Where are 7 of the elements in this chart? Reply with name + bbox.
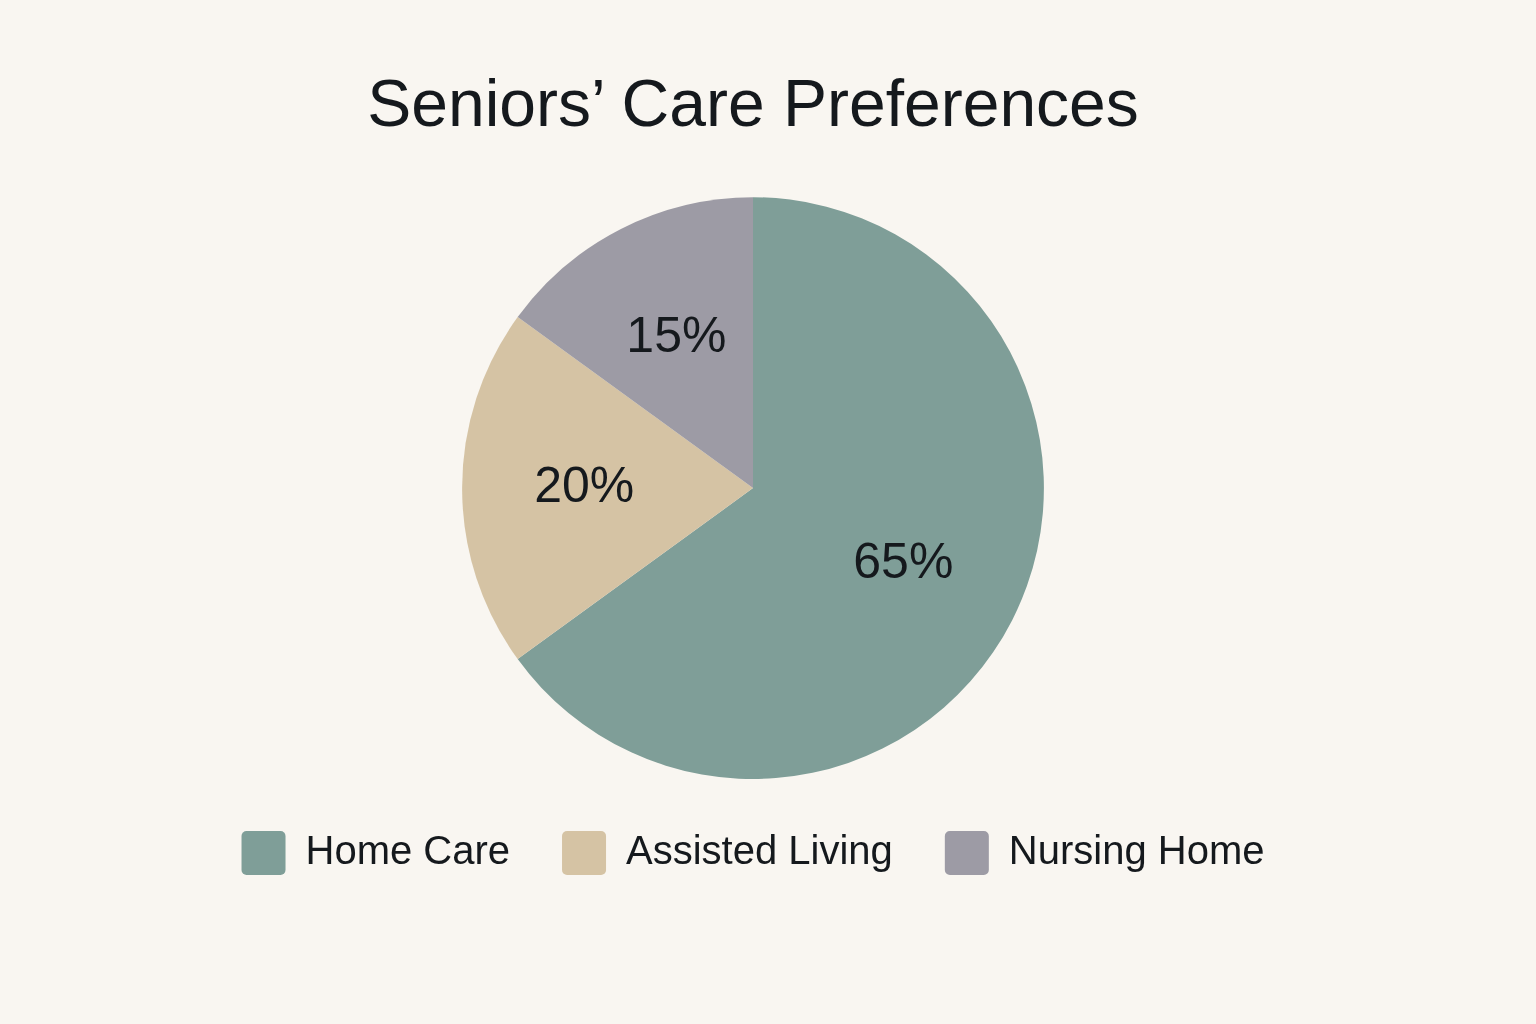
- chart-title: Seniors’ Care Preferences: [367, 65, 1139, 140]
- legend-label: Home Care: [305, 828, 511, 873]
- data-label: 15%: [626, 306, 727, 363]
- legend-label: Nursing Home: [1008, 828, 1265, 873]
- legend-label: Assisted Living: [626, 828, 893, 873]
- data-label: 20%: [534, 456, 635, 513]
- data-label: 65%: [853, 533, 954, 590]
